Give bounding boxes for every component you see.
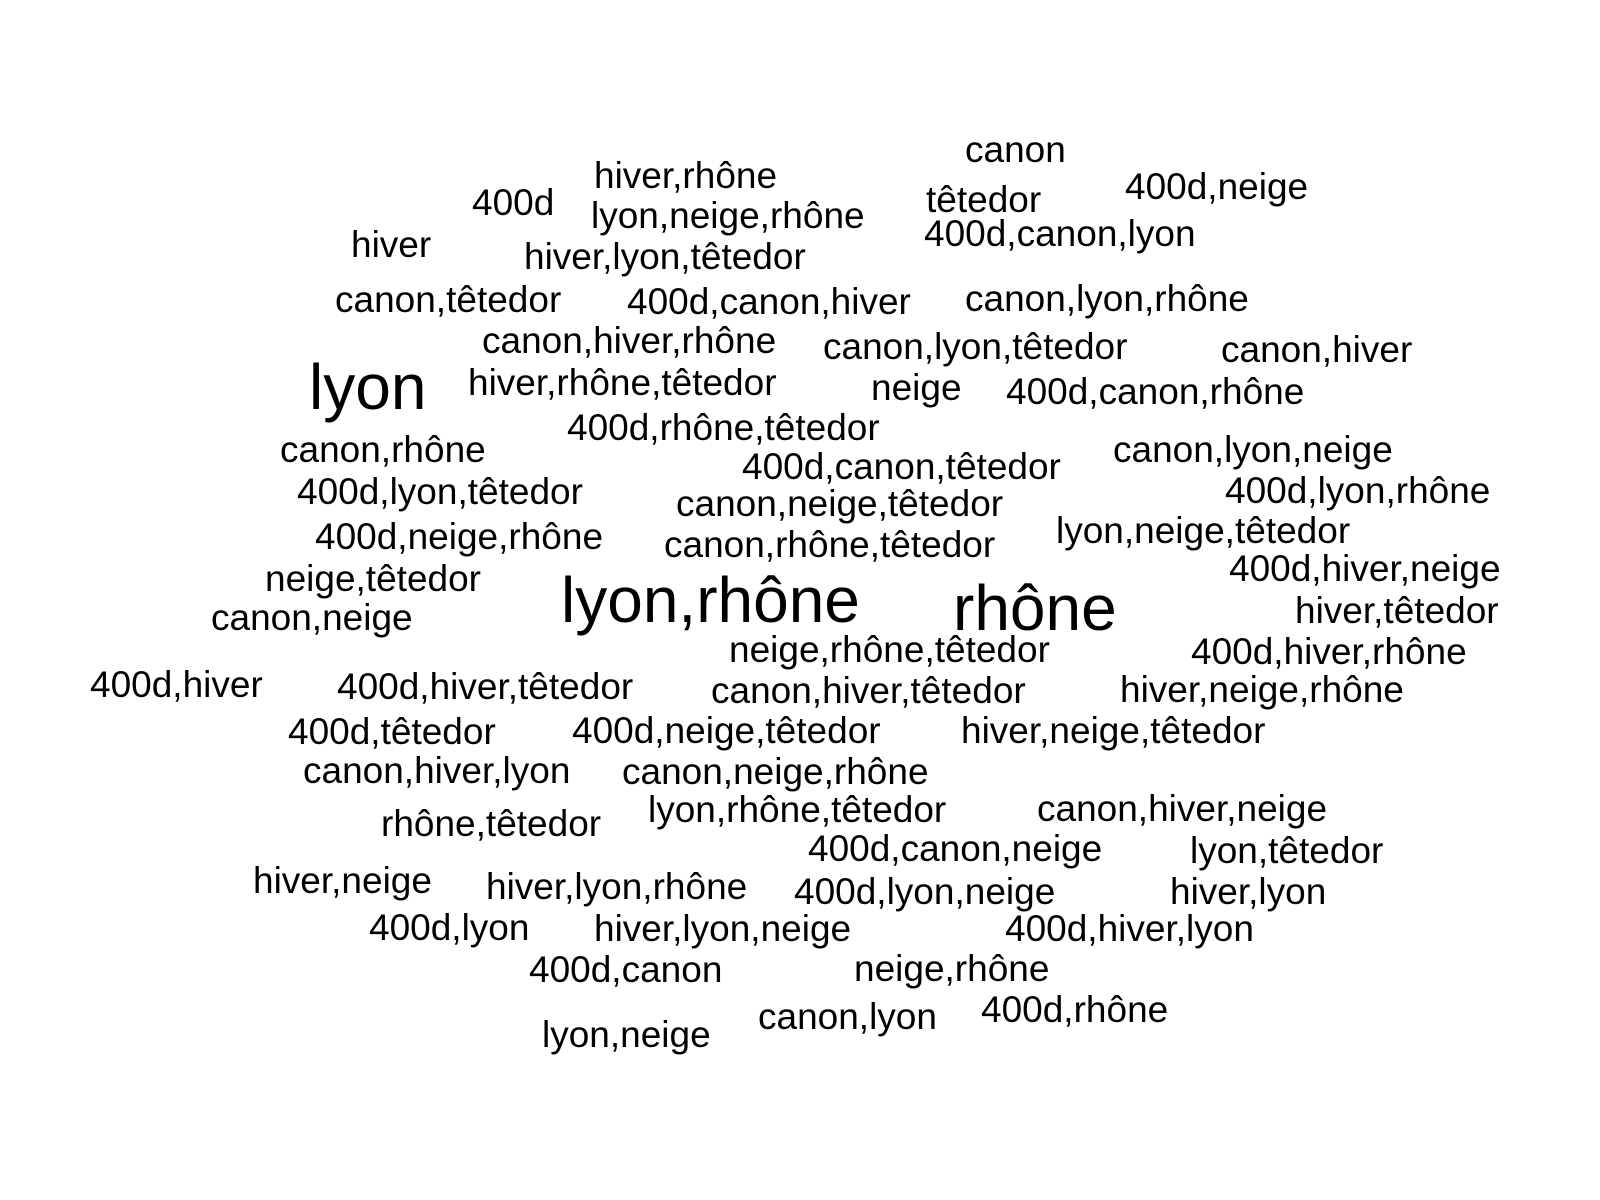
word-cloud-term: hiver,neige — [253, 860, 432, 901]
word-cloud-term: canon,hiver,neige — [1037, 788, 1328, 829]
word-cloud-term: hiver,lyon,rhône — [486, 866, 748, 907]
word-cloud-term: canon,hiver — [1221, 329, 1413, 370]
word-cloud-term: 400d,neige,têtedor — [572, 710, 881, 751]
word-cloud-term: canon,lyon,têtedor — [823, 326, 1128, 367]
word-cloud-term: canon,neige,rhône — [622, 751, 929, 792]
word-cloud-term: lyon — [309, 351, 427, 423]
word-cloud-term: canon,neige,têtedor — [676, 483, 1004, 524]
word-cloud-term: canon,têtedor — [335, 279, 562, 320]
word-cloud-term: 400d,hiver,têtedor — [337, 666, 634, 707]
word-cloud-term: hiver,neige,têtedor — [961, 710, 1266, 751]
word-cloud-term: canon,rhône,têtedor — [664, 524, 996, 565]
word-cloud-term: canon,hiver,lyon — [303, 750, 571, 791]
word-cloud-term: 400d,canon — [529, 949, 723, 990]
word-cloud-term: 400d,canon,hiver — [627, 281, 911, 322]
word-cloud-term: hiver,lyon,têtedor — [524, 236, 806, 277]
word-cloud-term: 400d,lyon — [369, 907, 530, 948]
word-cloud-term: canon,rhône — [280, 429, 486, 470]
word-cloud-term: hiver — [351, 224, 432, 265]
word-cloud-term: 400d,canon,rhône — [1006, 371, 1305, 412]
word-cloud-term: canon,neige — [211, 597, 413, 638]
word-cloud-term: rhône,têtedor — [381, 803, 602, 844]
word-cloud-term: hiver,neige,rhône — [1120, 669, 1404, 710]
word-cloud-term: lyon,neige,têtedor — [1056, 510, 1351, 551]
word-cloud-term: 400d,lyon,rhône — [1225, 470, 1491, 511]
word-cloud-term: 400d,hiver — [90, 664, 263, 705]
word-cloud-term: hiver,rhône — [594, 155, 778, 196]
word-cloud-term: canon,lyon,rhône — [965, 278, 1249, 319]
word-cloud-term: lyon,neige — [542, 1014, 711, 1055]
word-cloud-term: neige — [871, 367, 962, 408]
word-cloud-term: 400d,têtedor — [288, 711, 496, 752]
word-cloud-term: hiver,lyon,neige — [594, 908, 852, 949]
word-cloud-term: hiver,têtedor — [1295, 590, 1499, 631]
word-cloud-term: canon,lyon,neige — [1113, 429, 1393, 470]
word-cloud-term: 400d,canon,lyon — [924, 213, 1196, 254]
word-cloud-term: 400d,hiver,lyon — [1005, 908, 1254, 949]
word-cloud-term: canon — [965, 129, 1066, 170]
word-cloud-term: hiver,lyon — [1170, 871, 1327, 912]
word-cloud-term: 400d,lyon,têtedor — [297, 471, 583, 512]
word-cloud-term: 400d,neige — [1125, 166, 1309, 207]
word-cloud-term: canon,hiver,têtedor — [711, 670, 1026, 711]
word-cloud-term: 400d,lyon,neige — [794, 871, 1056, 912]
word-cloud-term: lyon,rhône,têtedor — [648, 789, 947, 830]
word-cloud-term: canon,lyon — [758, 996, 937, 1037]
word-cloud-term: lyon,neige,rhône — [591, 195, 865, 236]
word-cloud-term: 400d,rhône — [981, 989, 1169, 1030]
word-cloud-term: têtedor — [926, 179, 1042, 220]
word-cloud-term: lyon,têtedor — [1190, 830, 1384, 871]
word-cloud-term: neige,têtedor — [265, 558, 482, 599]
word-cloud-term: 400d — [472, 182, 555, 223]
word-cloud-term: 400d,hiver,rhône — [1191, 631, 1467, 672]
word-cloud-term: neige,rhône,têtedor — [729, 629, 1050, 670]
word-cloud-term: hiver,rhône,têtedor — [468, 362, 777, 403]
word-cloud-term: 400d,canon,neige — [808, 828, 1103, 869]
word-cloud-term: neige,rhône — [854, 948, 1050, 989]
word-cloud-term: lyon,rhône — [561, 564, 860, 636]
word-cloud-term: 400d,neige,rhône — [315, 516, 604, 557]
word-cloud-term: canon,hiver,rhône — [482, 320, 777, 361]
word-cloud-term: rhône — [953, 572, 1117, 644]
word-cloud-term: 400d,canon,têtedor — [742, 446, 1061, 487]
word-cloud-term: 400d,rhône,têtedor — [567, 407, 880, 448]
word-cloud-term: 400d,hiver,neige — [1229, 548, 1501, 589]
